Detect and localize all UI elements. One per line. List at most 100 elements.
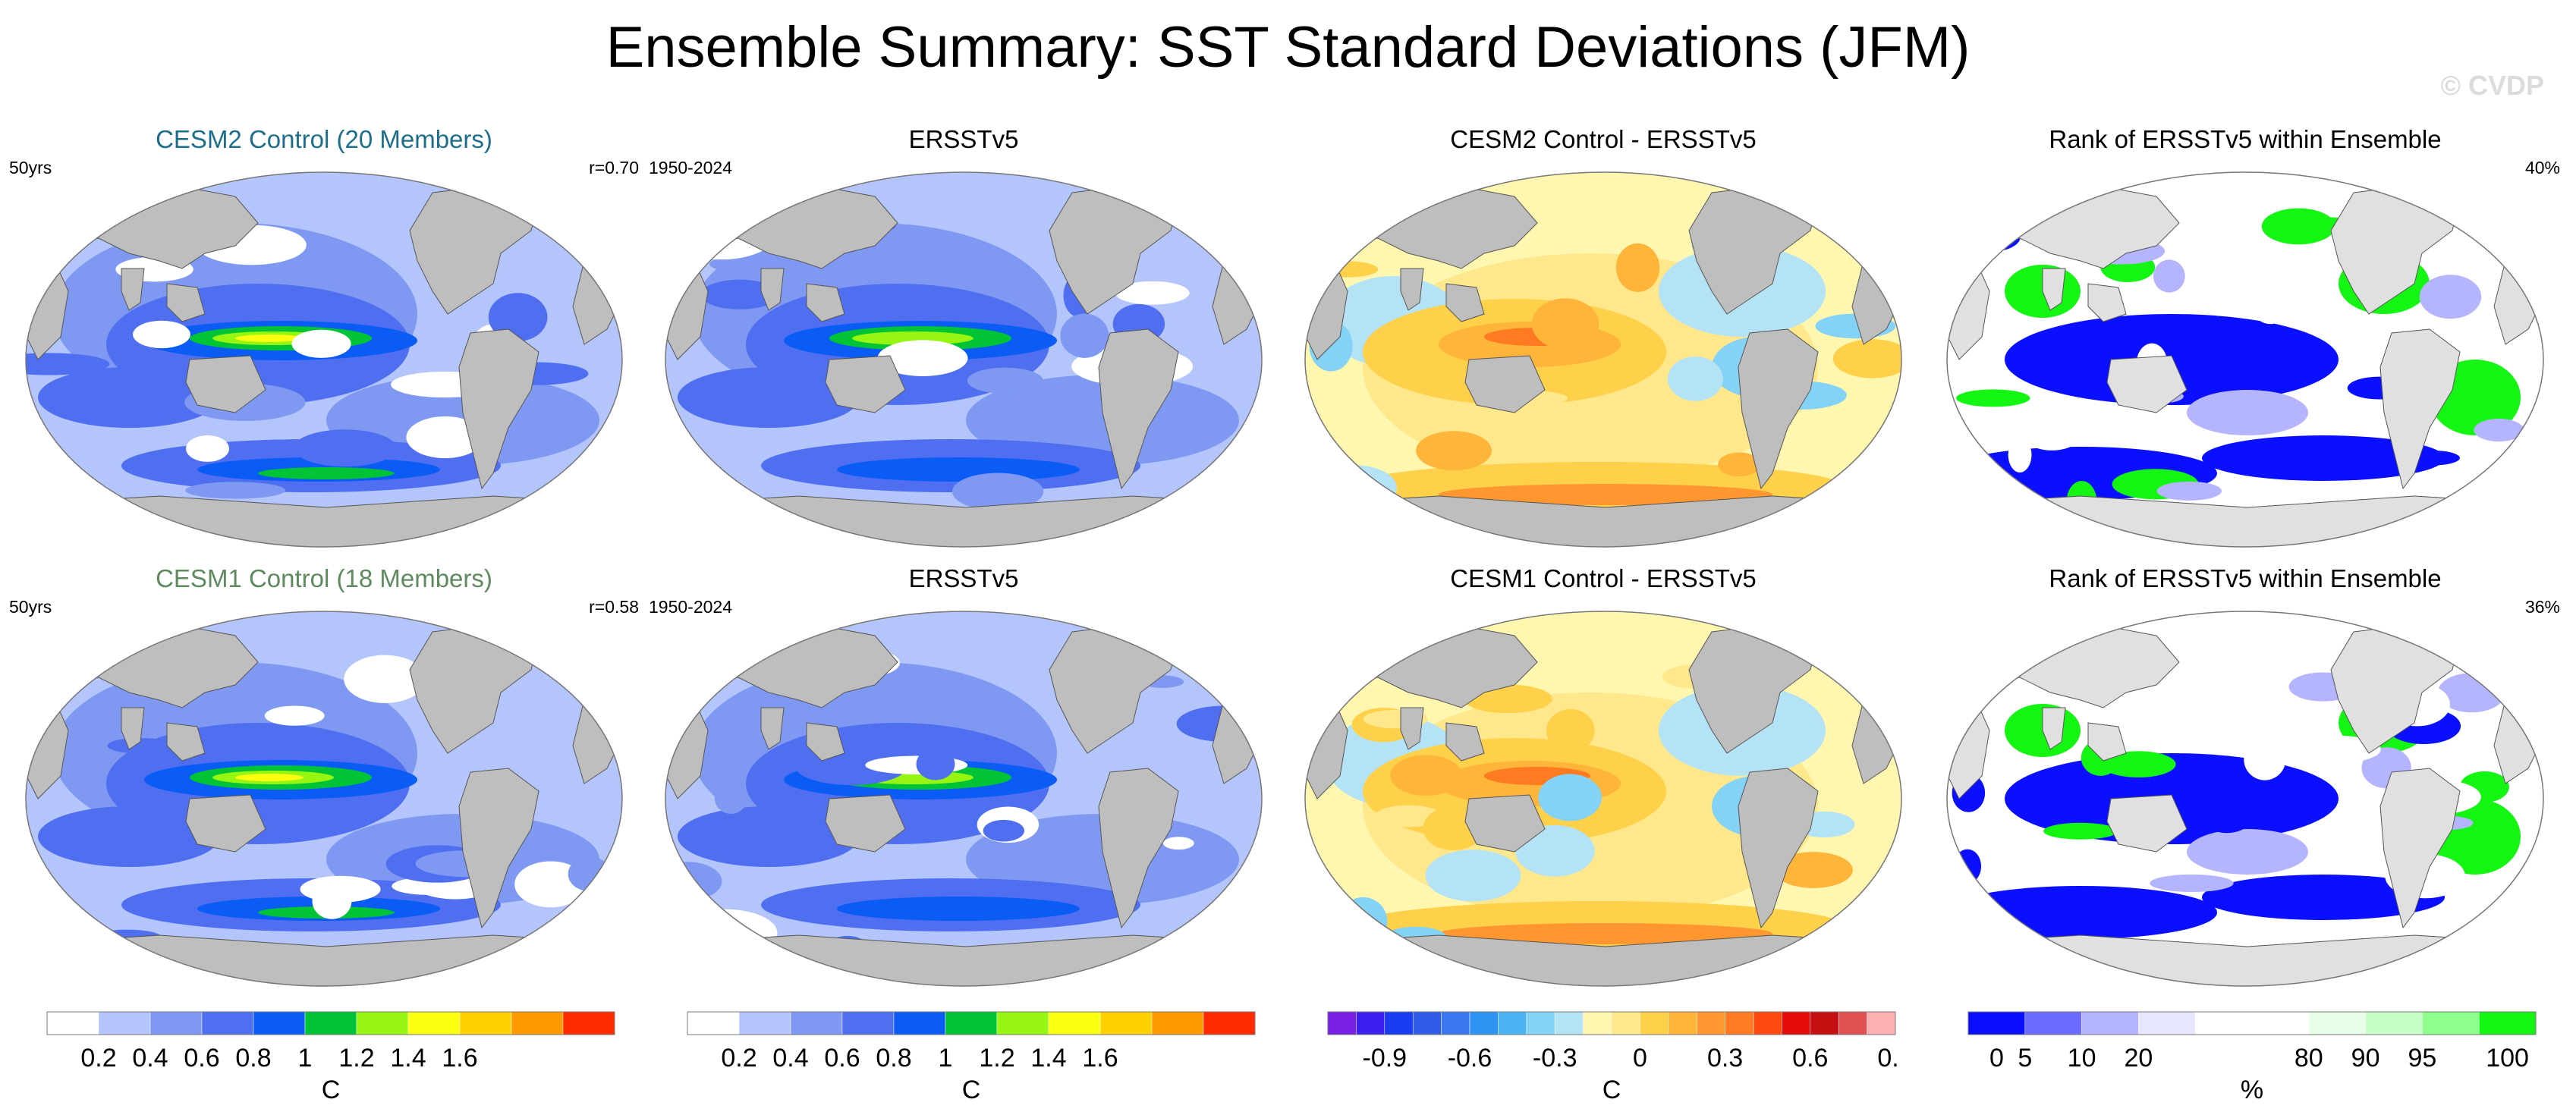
panel-rank-1: Rank of ERSSTv5 within Ensemble 40% — [1929, 124, 2562, 549]
colorbar-swatch — [562, 1011, 615, 1035]
colorbar-tick-label: 0.8 — [235, 1044, 271, 1073]
land-mass — [2452, 177, 2506, 224]
colorbar-tick-label: 0.2 — [721, 1044, 756, 1073]
colorbar-swatch — [1526, 1011, 1555, 1035]
panel-title: Rank of ERSSTv5 within Ensemble — [2049, 125, 2442, 153]
land-mass — [760, 707, 785, 750]
colorbar-swatch — [1967, 1011, 2026, 1035]
colorbar-swatch — [1810, 1011, 1839, 1035]
colorbar-swatch — [1203, 1011, 1256, 1035]
land-mass — [1464, 355, 1546, 413]
panel-subtitle-right: r=0.70 — [589, 158, 639, 177]
map-field — [26, 172, 622, 547]
land-mass — [2452, 616, 2506, 663]
colorbar-tick-label: 1 — [298, 1044, 313, 1073]
colorbar-tick-label: 0.9 — [1877, 1044, 1900, 1073]
map-field — [665, 611, 1262, 986]
colorbar-tick-label: 0.2 — [80, 1044, 116, 1073]
colorbar-swatch — [2365, 1011, 2423, 1035]
land-mass — [185, 355, 266, 413]
panel-subtitle-left: 50yrs — [9, 597, 52, 617]
map-cesm2-diff — [1304, 171, 1902, 548]
colorbar-tick-label: 1.2 — [338, 1044, 374, 1073]
map-ersst-sd-2 — [665, 611, 1263, 987]
colorbar-tick-label: -0.6 — [1448, 1044, 1492, 1073]
colorbar-swatch — [996, 1011, 1049, 1035]
colorbar-swatch — [1611, 1011, 1640, 1035]
colorbar-tick-label: 0.6 — [184, 1044, 219, 1073]
panel-title: CESM2 Control - ERSSTv5 — [1450, 125, 1757, 153]
figure-title: Ensemble Summary: SST Standard Deviation… — [605, 15, 1971, 80]
map-field — [665, 172, 1262, 547]
colorbar-swatch — [98, 1011, 151, 1035]
land-mass — [1098, 768, 1179, 929]
land-mass — [1445, 283, 1485, 322]
colorbar-swatch — [1583, 1011, 1612, 1035]
land-mass — [530, 616, 585, 663]
colorbar-tick-label: 0.6 — [1792, 1044, 1828, 1073]
panel-cesm1-sd: CESM1 Control (18 Members) 50yrs r=0.58 — [8, 564, 640, 988]
map-rank-2 — [1946, 611, 2544, 987]
panel-title: ERSSTv5 — [908, 564, 1019, 592]
colorbar-swatch — [1327, 1011, 1357, 1035]
colorbar-swatch — [1838, 1011, 1867, 1035]
land-mass — [121, 268, 145, 311]
land-mass — [2106, 794, 2188, 853]
colorbar-swatch — [1441, 1011, 1470, 1035]
colorbar-swatch — [2081, 1011, 2139, 1035]
colorbar-swatch — [1640, 1011, 1669, 1035]
colorbar-swatch — [1384, 1011, 1414, 1035]
copyright-watermark: © CVDP — [2440, 70, 2544, 101]
colorbar-tick-label: 80 — [2294, 1044, 2323, 1073]
panel-title: CESM1 Control - ERSSTv5 — [1450, 564, 1757, 592]
map-rank-1 — [1946, 171, 2544, 548]
colorbar-swatch — [1867, 1011, 1896, 1035]
panel-subtitle-right: 36% — [2524, 597, 2560, 617]
colorbar-tick-label: 1.4 — [390, 1044, 426, 1073]
colorbar-swatch — [1668, 1011, 1697, 1035]
colorbar-unit-label: C — [322, 1076, 341, 1104]
map-field — [26, 611, 622, 986]
map-border — [1946, 171, 2544, 548]
colorbar-sd-2: 0.2 0.4 0.6 0.8 1 1.2 1.4 1.6 C — [687, 1011, 1256, 1104]
colorbar-swatch — [1412, 1011, 1442, 1035]
map-field — [1947, 172, 2543, 547]
land-mass — [1098, 328, 1179, 490]
colorbar-tick-label: 0.6 — [824, 1044, 860, 1073]
colorbar-swatch — [304, 1011, 357, 1035]
colorbar-tick-label: 1.6 — [442, 1044, 477, 1073]
colorbar-swatch — [511, 1011, 564, 1035]
land-mass — [166, 722, 206, 762]
colorbar-unit-label: C — [962, 1076, 981, 1104]
map-field — [1305, 611, 1901, 986]
colorbar-swatch — [687, 1011, 740, 1035]
colorbar-tick-label: 95 — [2408, 1044, 2436, 1073]
map-border — [665, 171, 1263, 548]
map-border — [1304, 611, 1902, 987]
land-mass — [458, 768, 539, 929]
land-mass — [166, 283, 206, 322]
land-mass — [2106, 355, 2188, 413]
map-border — [25, 611, 623, 987]
colorbar-swatch — [356, 1011, 409, 1035]
map-cesm1-diff — [1304, 611, 1902, 987]
panel-subtitle-right: r=0.58 — [589, 597, 639, 617]
colorbar-tick-label: 0 — [1989, 1044, 2004, 1073]
colorbar-diff: -0.9 -0.6 -0.3 0 0.3 0.6 0.9 C — [1327, 1011, 1900, 1104]
colorbar-tick-label: -0.3 — [1533, 1044, 1577, 1073]
panel-ersst-sd-1: ERSSTv5 1950-2024 — [647, 124, 1280, 549]
land-mass — [121, 707, 145, 750]
panel-subtitle-right: 40% — [2524, 158, 2560, 177]
colorbar-swatch — [253, 1011, 306, 1035]
land-mass — [1738, 768, 1819, 929]
land-mass — [1400, 707, 1424, 750]
colorbar-tick-label: 1 — [939, 1044, 953, 1073]
colorbar-swatch — [1725, 1011, 1754, 1035]
panel-subtitle-left: 50yrs — [9, 158, 52, 177]
colorbar-tick-label: 1.2 — [979, 1044, 1014, 1073]
land-mass — [2042, 707, 2066, 750]
colorbar-tick-label: 0.4 — [772, 1044, 808, 1073]
colorbar-swatch — [1782, 1011, 1811, 1035]
map-border — [25, 171, 623, 548]
colorbar-tick-label: 5 — [2018, 1044, 2032, 1073]
